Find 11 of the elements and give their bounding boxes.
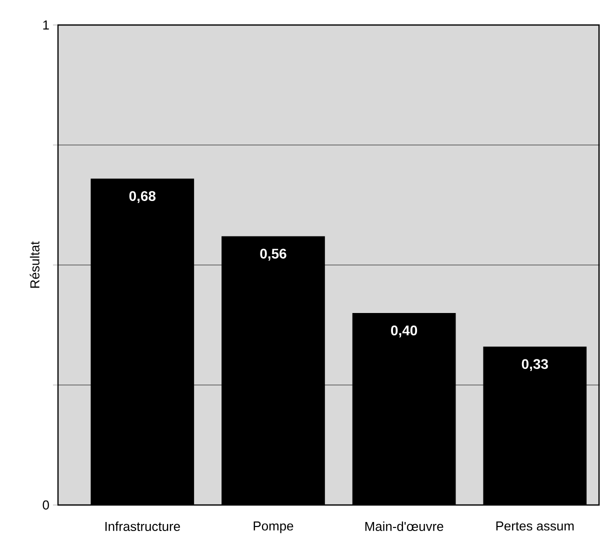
data-label: 0,56 <box>260 248 286 261</box>
x-tick-label: Infrastructure <box>105 522 180 532</box>
y-tick-label: 1 <box>43 20 49 30</box>
y-tick-label: 0 <box>42 500 49 510</box>
data-label: 0,40 <box>391 326 418 338</box>
x-tick-label: Main-d'œuvre <box>365 522 444 532</box>
data-label: 0,33 <box>522 359 548 372</box>
x-tick-label: Pompe <box>254 522 294 534</box>
x-tick-label: Pertes assum <box>496 522 574 531</box>
data-label: 0,68 <box>129 191 156 204</box>
y-axis-title: Résultat <box>30 241 40 288</box>
